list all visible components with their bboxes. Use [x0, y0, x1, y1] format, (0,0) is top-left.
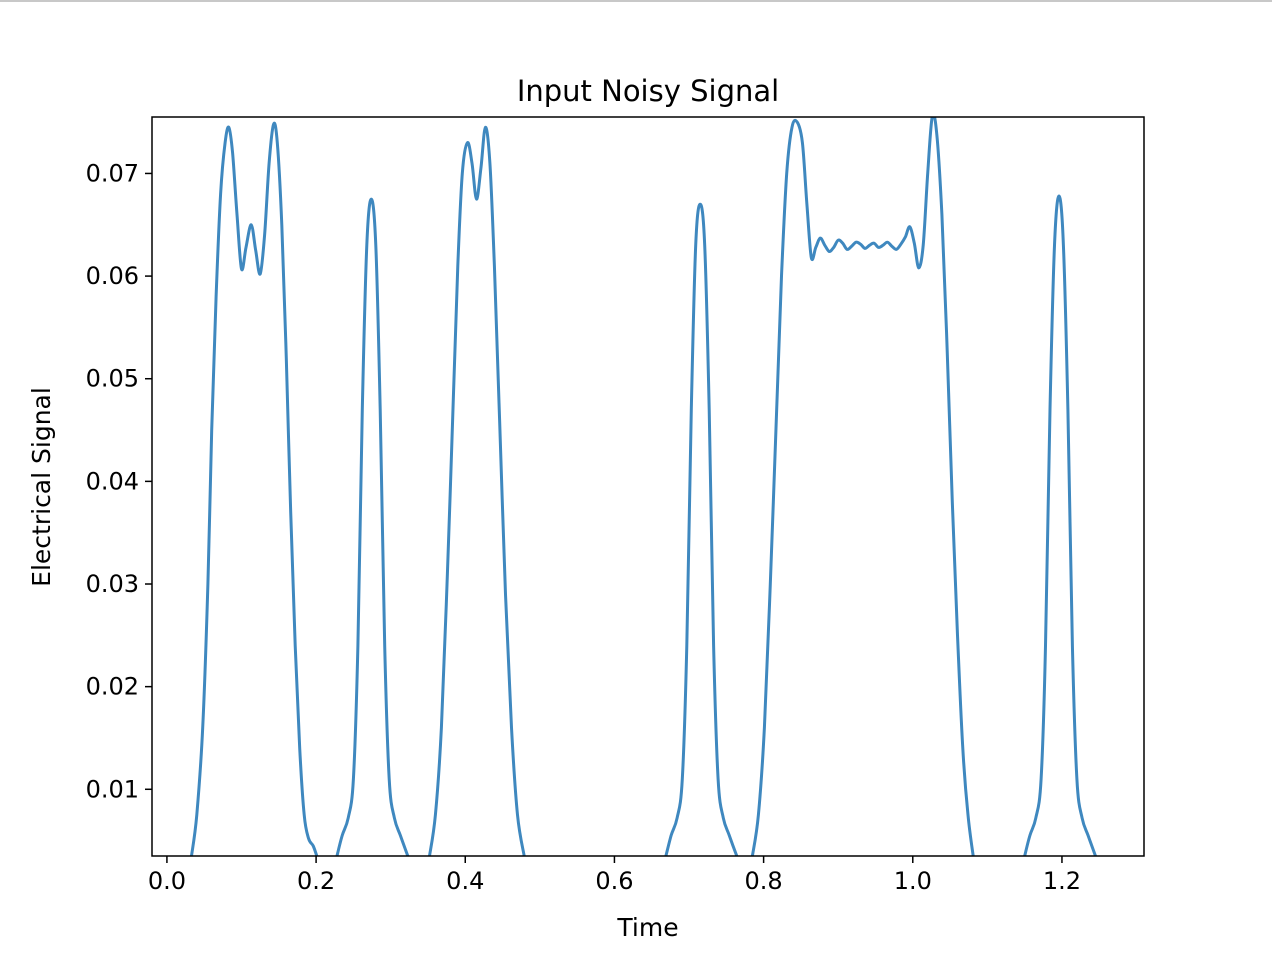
signal-line-segment-1 [190, 121, 319, 856]
signal-line-segment-2 [335, 197, 410, 856]
x-tick-label: 0.6 [595, 867, 633, 895]
chart-title: Input Noisy Signal [517, 74, 779, 108]
y-tick-label: 0.05 [86, 365, 139, 393]
x-tick-label: 1.0 [894, 867, 932, 895]
window-top-border [0, 0, 1272, 2]
x-tick-label: 0.2 [297, 867, 335, 895]
y-tick-label: 0.06 [86, 262, 139, 290]
signal-line-segment-3 [428, 125, 526, 856]
y-tick-label: 0.01 [86, 775, 139, 803]
y-tick-label: 0.02 [86, 673, 139, 701]
x-axis: 0.0 0.2 0.4 0.6 0.8 1.0 1.2 [148, 856, 1081, 895]
y-tick-label: 0.04 [86, 467, 139, 495]
y-axis: 0.01 0.02 0.03 0.04 0.05 0.06 0.07 [86, 159, 152, 803]
x-tick-label: 0.4 [446, 867, 484, 895]
signal-line-segment-5 [750, 117, 975, 856]
x-tick-label: 0.0 [148, 867, 186, 895]
x-axis-label: Time [616, 913, 678, 942]
signal-line-segment-6 [1023, 194, 1097, 856]
y-axis-label: Electrical Signal [27, 387, 56, 587]
x-tick-label: 1.2 [1043, 867, 1081, 895]
y-tick-label: 0.03 [86, 570, 139, 598]
series-layer [190, 117, 1097, 856]
signal-line-segment-4 [664, 202, 739, 856]
plot-frame [151, 116, 1145, 857]
y-tick-label: 0.07 [86, 159, 139, 187]
x-tick-label: 0.8 [745, 867, 783, 895]
